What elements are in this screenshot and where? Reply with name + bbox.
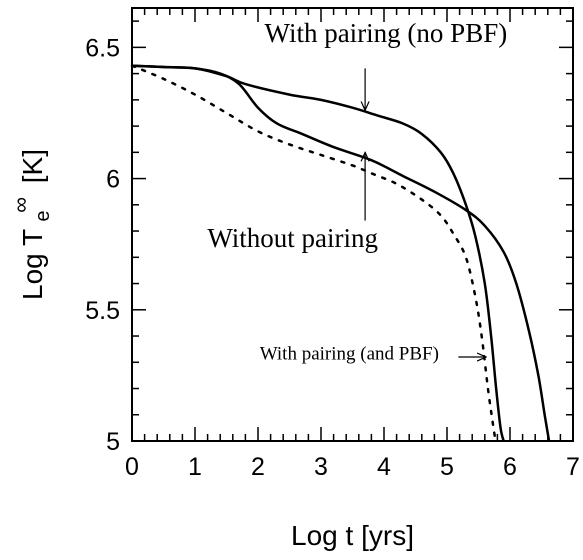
x-tick-label: 4 [377,453,391,481]
annotation-label-1: With pairing (no PBF) [265,18,508,48]
x-tick-label: 6 [503,453,517,481]
x-tick-label: 3 [314,453,328,481]
annotation-layer: With pairing (no PBF) Without pairing With… [207,18,507,365]
x-tick-label: 0 [125,453,139,481]
series-line-3 [130,64,497,443]
annotation-label-3: With pairing (and PBF) [260,344,439,365]
x-tick-label: 1 [188,453,202,481]
x-tick-label: 5 [440,453,454,481]
y-tick-label: 5 [106,428,120,456]
series-line-1 [131,64,505,442]
series-layer [130,64,551,443]
y-axis-title-superscript: ∞ [8,197,33,213]
y-axis-title-unit: [K] [17,149,48,183]
y-axis-title-subscript: e [32,210,54,221]
annotation-label-2: Without pairing [207,223,378,253]
x-tick-label: 2 [251,453,265,481]
ticks-layer: 0 1 2 3 4 5 6 7 5 5.5 6 6.5 [85,8,580,481]
series-line-2 [131,64,551,442]
plot-frame [131,7,574,442]
y-tick-label: 5.5 [85,297,120,325]
x-tick-label: 7 [566,453,580,481]
y-axis-title: Log T e ∞ [K] [3,149,55,300]
x-axis-title: Log t [yrs] [291,520,414,551]
y-tick-label: 6.5 [85,34,120,62]
y-tick-label: 6 [106,166,120,194]
y-axis-title-main: Log T [17,229,48,300]
